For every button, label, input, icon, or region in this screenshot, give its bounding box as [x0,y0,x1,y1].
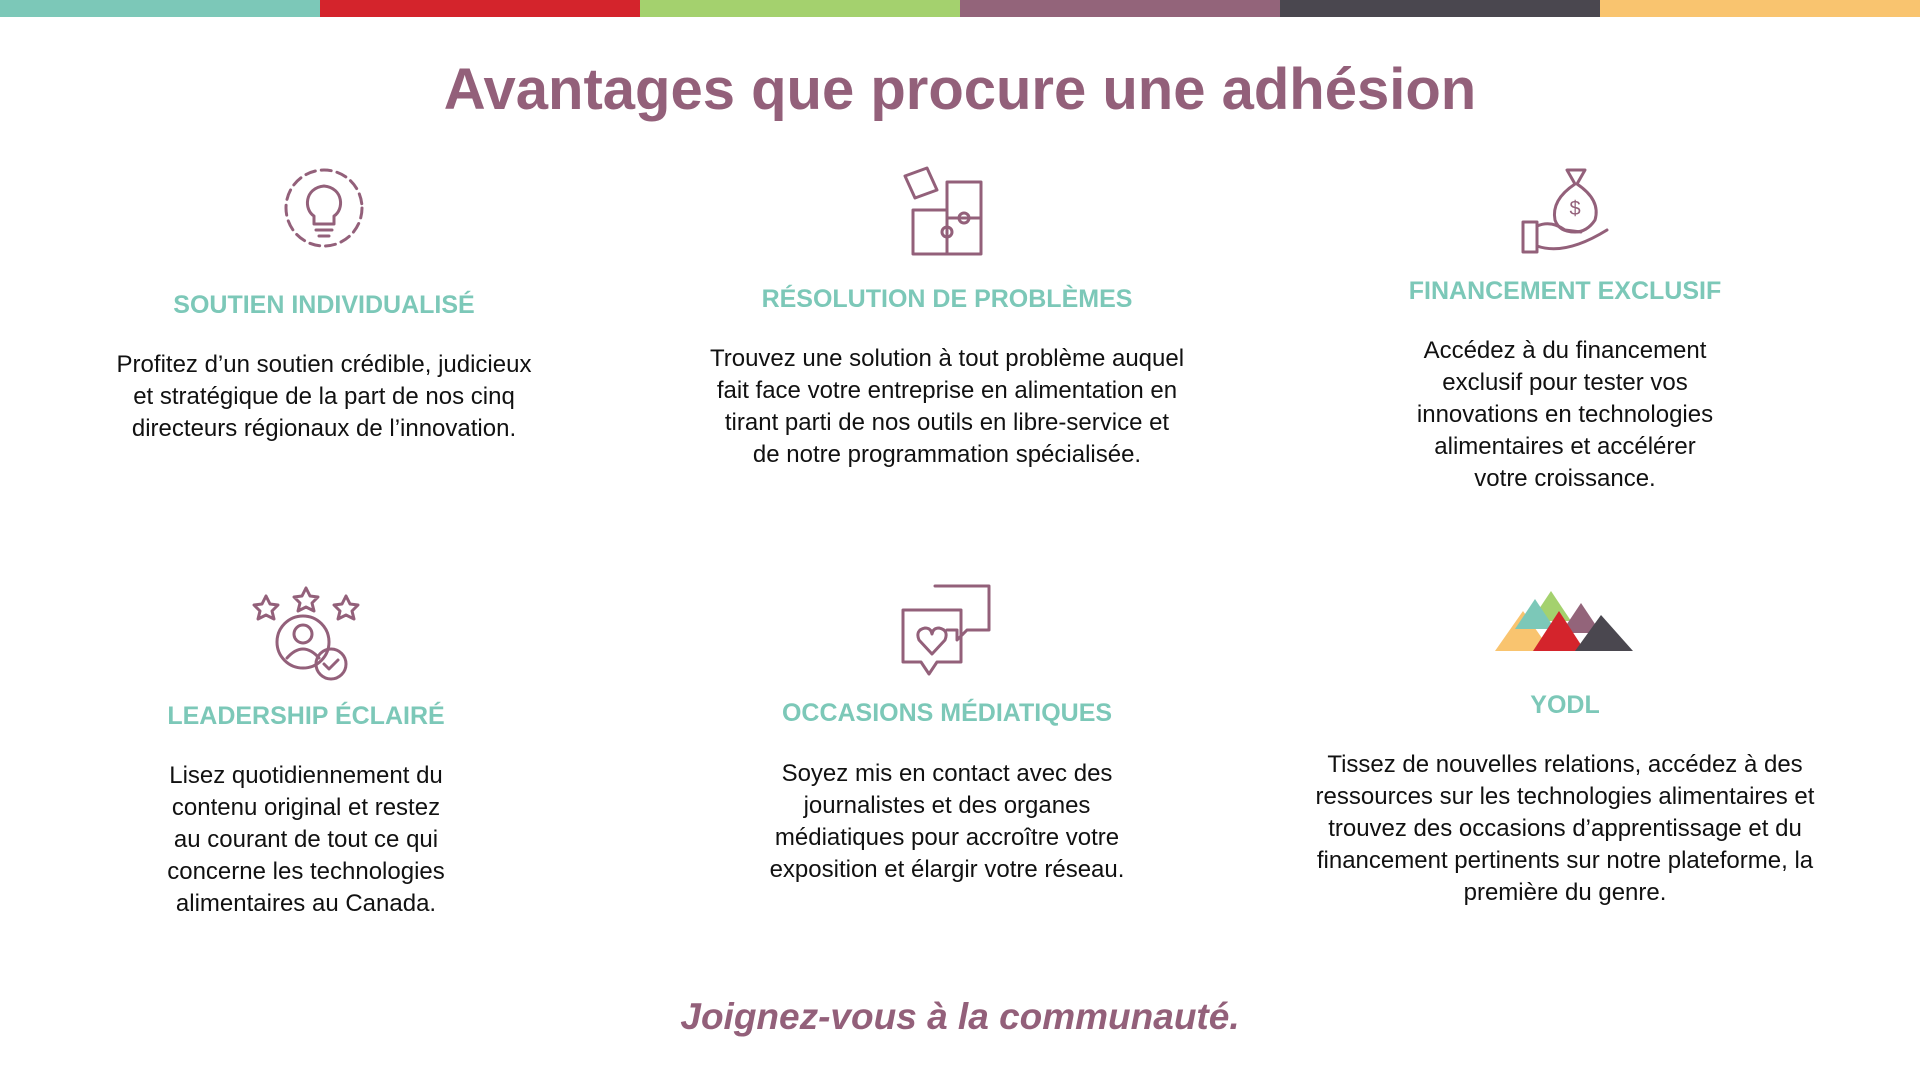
color-bar [320,0,640,17]
text-line: ressources sur les technologies alimenta… [1315,783,1815,810]
benefit-heading: FINANCEMENT EXCLUSIF [1408,277,1722,305]
icon [897,162,997,267]
text-line: alimentaires au Canada. [175,890,437,917]
text-line: financement pertinents sur notre platefo… [1316,847,1814,874]
text-line: contenu original et restez [171,794,441,821]
icon [897,580,997,685]
text-line: directeurs régionaux de l’innovation. [131,415,517,442]
text-line: Lisez quotidiennement du [169,762,443,789]
text-line: innovations en technologies [1416,401,1714,428]
text-line: trouvez des occasions d’apprentissage et… [1328,815,1802,842]
benefit-heading: SOUTIEN INDIVIDUALISÉ [173,291,475,319]
text-line: exposition et élargir votre réseau. [769,856,1125,883]
svg-text:$: $ [1569,198,1580,220]
icon: $ [1515,160,1615,265]
text-line: votre croissance. [1474,465,1656,492]
text-line: médiatiques pour accroître votre [774,824,1120,851]
text-line: alimentaires et accélérer [1434,433,1696,460]
benefit-text: Profitez d’un soutien crédible, judicieu… [24,349,624,445]
text-line: Trouvez une solution à tout problème auq… [709,345,1185,372]
color-bar [1600,0,1920,17]
benefit-text: Trouvez une solution à tout problème auq… [647,343,1247,471]
text-line: Profitez d’un soutien crédible, judicieu… [116,351,532,378]
text-line: au courant de tout ce qui [173,826,439,853]
benefit-text: Lisez quotidiennement du contenu original… [6,760,606,920]
color-bar [1280,0,1600,17]
benefit-heading: RÉSOLUTION DE PROBLÈMES [761,285,1133,313]
color-bar [0,0,320,17]
benefit-heading: YODL [1530,691,1600,719]
text-line: de notre programmation spécialisée. [752,441,1142,468]
benefit-text: Tissez de nouvelles relations, accédez à… [1265,749,1865,909]
icon [251,584,361,689]
title: Avantages que procure une adhésion [443,57,1477,122]
text-line: concerne les technologies [167,858,445,885]
text-line: journalistes et des organes [803,792,1091,819]
text-line: Accédez à du financement [1423,337,1707,364]
icon [274,158,374,263]
tagline: Joignez-vous à la communauté. [680,996,1240,1037]
text-line: Soyez mis en contact avec des [781,760,1113,787]
benefit-heading: OCCASIONS MÉDIATIQUES [781,699,1113,727]
text-line: fait face votre entreprise en alimentati… [716,377,1178,404]
text-line: première du genre. [1463,879,1667,906]
icon [1495,585,1635,660]
color-bar [640,0,960,17]
text-line: tirant parti de nos outils en libre-serv… [724,409,1170,436]
text-line: Tissez de nouvelles relations, accédez à… [1327,751,1803,778]
text-line: exclusif pour tester vos [1442,369,1688,396]
benefit-text: Accédez à du financement exclusif pour te… [1265,335,1865,495]
benefit-heading: LEADERSHIP ÉCLAIRÉ [167,702,445,730]
color-bar [960,0,1280,17]
text-line: et stratégique de la part de nos cinq [133,383,515,410]
benefit-text: Soyez mis en contact avec des journaliste… [647,758,1247,886]
